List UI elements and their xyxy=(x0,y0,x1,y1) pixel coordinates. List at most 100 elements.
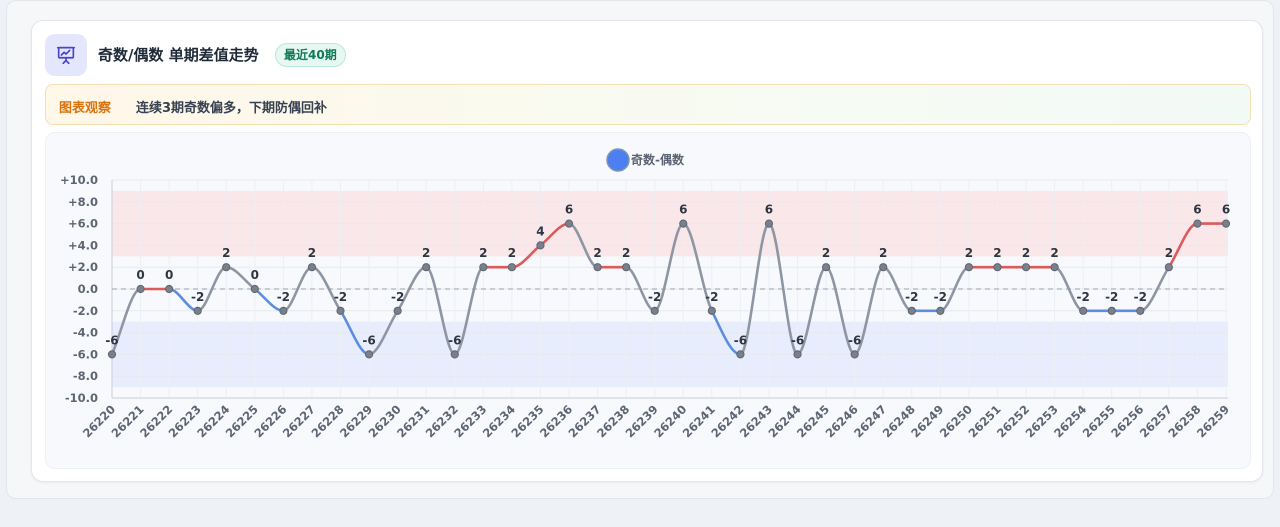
data-point xyxy=(165,284,174,294)
y-tick-label: +8.0 xyxy=(68,195,98,209)
data-point xyxy=(964,263,974,272)
data-point xyxy=(307,263,317,272)
data-label: 6 xyxy=(679,203,687,217)
data-point xyxy=(1079,306,1088,315)
data-label: 2 xyxy=(222,246,230,260)
data-point xyxy=(450,350,459,359)
data-label: 2 xyxy=(879,246,887,260)
y-tick-label: +4.0 xyxy=(68,238,98,252)
data-point xyxy=(479,263,488,272)
series-line-segment xyxy=(739,222,771,356)
data-label: -6 xyxy=(848,333,861,347)
data-label: 4 xyxy=(536,224,544,238)
data-label: 2 xyxy=(479,246,487,260)
data-point xyxy=(1193,219,1202,228)
legend-label: 奇数-偶数 xyxy=(631,152,685,167)
line-chart: +10.0 +8.0 +6.0 +4.0 +2.0 0.0 -2.0 -4.0 -6.0 -8.0… xyxy=(60,148,1232,440)
data-label: 2 xyxy=(1022,246,1030,260)
data-point xyxy=(907,306,916,315)
data-point xyxy=(336,306,345,315)
data-point xyxy=(679,219,688,228)
data-label: -2 xyxy=(1077,290,1090,304)
data-point xyxy=(822,263,831,272)
data-label: 6 xyxy=(565,203,573,217)
data-label: 0 xyxy=(136,268,144,282)
data-point xyxy=(107,350,117,359)
data-point xyxy=(1221,219,1231,228)
data-point xyxy=(593,263,602,272)
insight-tag: 图表观察 xyxy=(59,101,112,116)
data-label: 2 xyxy=(593,246,601,260)
series-line-segment xyxy=(796,265,828,356)
data-point xyxy=(536,241,545,250)
data-point xyxy=(564,219,574,228)
data-label: -2 xyxy=(905,290,918,304)
data-point xyxy=(736,350,745,359)
data-label: -2 xyxy=(191,290,204,304)
insight-banner: 图表观察 连续3期奇数偏多，下期防偶回补 xyxy=(45,84,1251,125)
data-point xyxy=(507,263,516,272)
data-point xyxy=(364,350,374,359)
data-point xyxy=(850,350,859,359)
data-point xyxy=(936,306,945,315)
data-label: -6 xyxy=(448,333,461,347)
data-label: -6 xyxy=(105,333,118,347)
y-tick-label: -8.0 xyxy=(73,369,98,383)
data-label: 2 xyxy=(308,246,316,260)
series-line-segment xyxy=(824,265,856,356)
data-label: 6 xyxy=(765,203,773,217)
chart-title: 奇数/偶数 单期差值走势 xyxy=(98,46,259,64)
data-label: -2 xyxy=(934,290,947,304)
data-point xyxy=(707,306,716,315)
series-line-segment xyxy=(453,265,485,356)
data-point xyxy=(279,306,288,315)
data-label: -2 xyxy=(391,290,404,304)
data-point xyxy=(136,284,145,294)
y-tick-label: -4.0 xyxy=(73,326,98,340)
data-point xyxy=(793,350,802,359)
chart-area: +10.0 +8.0 +6.0 +4.0 +2.0 0.0 -2.0 -4.0 -6.0 -8.0… xyxy=(45,132,1251,469)
data-label: -2 xyxy=(1134,290,1147,304)
data-label: 2 xyxy=(822,246,830,260)
insight-text: 连续3期奇数偏多，下期防偶回补 xyxy=(136,101,328,116)
data-label: -6 xyxy=(362,333,375,347)
data-label: -2 xyxy=(277,290,290,304)
data-label: -2 xyxy=(648,290,661,304)
data-point xyxy=(764,219,774,228)
data-label: 2 xyxy=(1050,246,1058,260)
presentation-chart-icon xyxy=(45,34,87,76)
data-label: 0 xyxy=(251,268,259,282)
data-label: 2 xyxy=(622,246,630,260)
data-label: 6 xyxy=(1222,203,1230,217)
series-line-segment xyxy=(424,265,457,356)
data-label: 2 xyxy=(422,246,430,260)
page-frame: 奇数/偶数 单期差值走势 最近40期 图表观察 连续3期奇数偏多，下期防偶回补 … xyxy=(6,0,1274,499)
data-label: -6 xyxy=(791,333,804,347)
data-label: 2 xyxy=(965,246,973,260)
y-tick-label: -2.0 xyxy=(73,304,98,318)
data-point xyxy=(1050,263,1059,272)
data-point xyxy=(250,284,259,294)
period-badge: 最近40期 xyxy=(275,43,346,67)
series-line-segment xyxy=(653,222,685,313)
data-point xyxy=(993,263,1002,272)
data-point xyxy=(1021,263,1031,272)
y-tick-label: +6.0 xyxy=(68,217,98,231)
data-point xyxy=(879,263,888,272)
data-label: 2 xyxy=(1165,246,1173,260)
y-tick-label: +10.0 xyxy=(60,173,98,187)
series-line-segment xyxy=(853,265,885,356)
data-point xyxy=(422,263,431,272)
data-point xyxy=(622,263,631,272)
data-label: 0 xyxy=(165,268,173,282)
data-point xyxy=(1136,306,1145,315)
data-label: 2 xyxy=(993,246,1001,260)
data-point xyxy=(193,306,202,315)
data-label: -6 xyxy=(734,333,747,347)
data-label: 2 xyxy=(508,246,516,260)
y-tick-label: 0.0 xyxy=(78,282,98,296)
series-line-segment xyxy=(767,222,799,356)
data-label: -2 xyxy=(705,290,718,304)
x-tick-label: 26259 xyxy=(1194,402,1232,440)
data-point xyxy=(393,306,402,315)
